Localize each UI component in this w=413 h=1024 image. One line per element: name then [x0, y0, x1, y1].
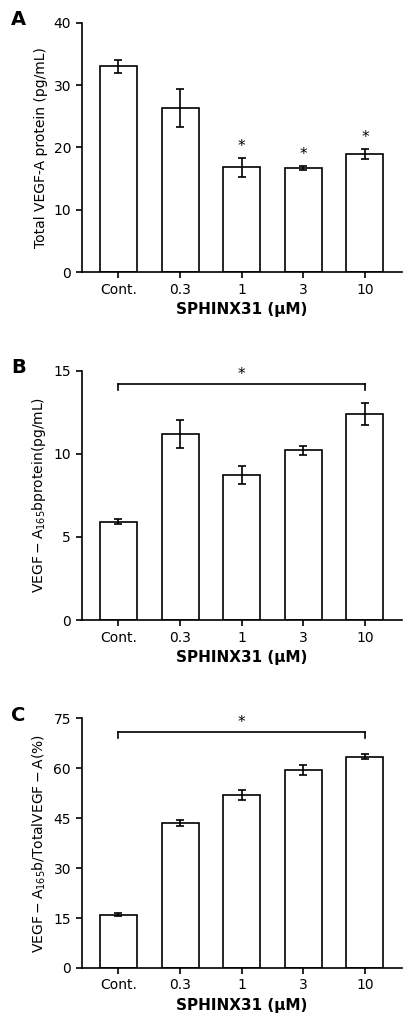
Y-axis label: $\mathregular{VEGF-A}_{165}\mathregular{b protein (pg/mL)}$: $\mathregular{VEGF-A}_{165}\mathregular{… [30, 397, 48, 593]
Text: A: A [11, 10, 26, 30]
X-axis label: SPHINX31 (μM): SPHINX31 (μM) [176, 998, 307, 1013]
Bar [161, 823, 199, 968]
Bar [223, 168, 260, 272]
Text: *: * [299, 147, 307, 163]
Text: *: * [238, 139, 245, 155]
Text: B: B [11, 358, 26, 377]
Y-axis label: $\mathregular{VEGF-A}_{165}\mathregular{b/ Total VEGF-A (\%)}$: $\mathregular{VEGF-A}_{165}\mathregular{… [31, 733, 48, 952]
Bar [100, 67, 137, 272]
Bar [161, 109, 199, 272]
Bar [285, 451, 322, 621]
Bar [223, 475, 260, 621]
Bar [347, 414, 383, 621]
Text: *: * [238, 715, 245, 730]
X-axis label: SPHINX31 (μM): SPHINX31 (μM) [176, 302, 307, 317]
Bar [347, 154, 383, 272]
Text: *: * [238, 367, 245, 382]
Bar [161, 434, 199, 621]
Text: *: * [361, 130, 369, 145]
Bar [347, 757, 383, 968]
Bar [285, 770, 322, 968]
Bar [100, 914, 137, 968]
Y-axis label: Total VEGF-A protein (pg/mL): Total VEGF-A protein (pg/mL) [34, 47, 48, 248]
Bar [285, 168, 322, 272]
Bar [223, 795, 260, 968]
Text: C: C [11, 706, 26, 725]
Bar [100, 522, 137, 621]
X-axis label: SPHINX31 (μM): SPHINX31 (μM) [176, 650, 307, 665]
